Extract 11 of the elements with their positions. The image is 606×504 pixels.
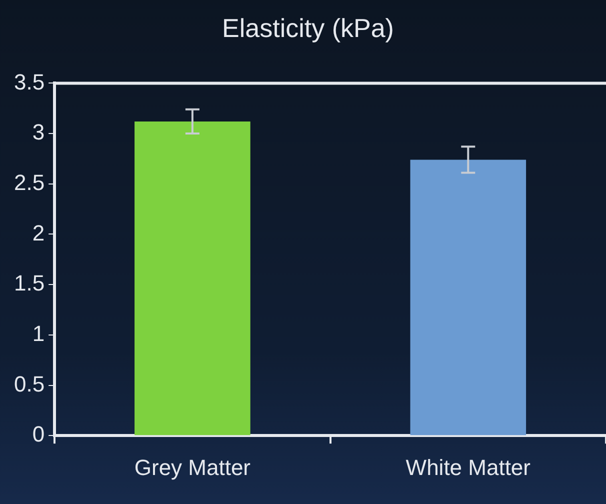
chart-title: Elasticity (kPa) (222, 12, 394, 43)
y-tick-label: 3.5 (14, 69, 45, 94)
y-tick-label: 1 (32, 320, 45, 346)
y-tick-label: 0.5 (14, 371, 45, 396)
y-tick-label: 0 (32, 422, 45, 447)
y-tick-label: 3 (32, 120, 45, 145)
x-tick-label: Grey Matter (134, 454, 251, 480)
x-tick-label: White Matter (406, 454, 530, 480)
y-tick-label: 2 (32, 220, 45, 246)
y-tick-label: 2.5 (14, 170, 45, 195)
y-tick-label: 1.5 (14, 270, 45, 296)
